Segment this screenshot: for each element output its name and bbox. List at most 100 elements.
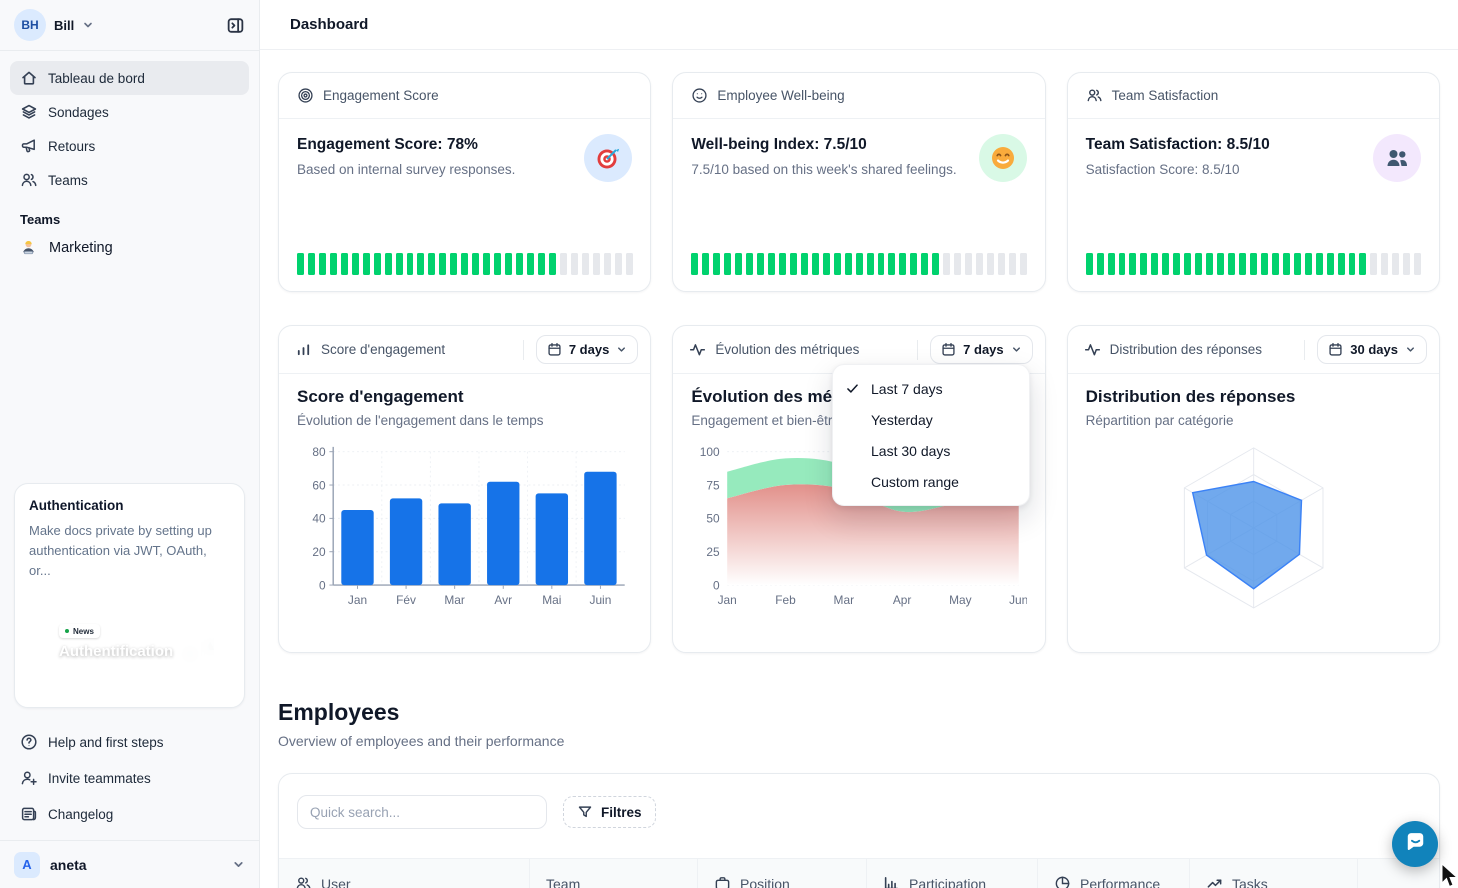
date-range-label: 30 days bbox=[1350, 342, 1398, 357]
user-name[interactable]: Bill bbox=[54, 17, 75, 33]
employees-subtitle: Overview of employees and their performa… bbox=[278, 733, 565, 749]
divider bbox=[0, 50, 259, 51]
column-header-participation[interactable]: Participation bbox=[866, 859, 1037, 888]
search-input[interactable] bbox=[297, 795, 547, 829]
workspace-switcher[interactable]: A aneta bbox=[0, 840, 259, 888]
trending-up-icon bbox=[1206, 875, 1223, 888]
sidebar-user-row: BH Bill bbox=[0, 0, 259, 50]
bar-chart-icon bbox=[295, 341, 312, 358]
menu-item-label: Last 30 days bbox=[871, 442, 951, 459]
activity-pulse-icon bbox=[689, 341, 706, 358]
sidebar-item-changelog[interactable]: Changelog bbox=[10, 796, 249, 832]
workspace-avatar: A bbox=[14, 851, 40, 878]
briefcase-icon bbox=[714, 875, 731, 888]
column-header-user[interactable]: User bbox=[279, 859, 529, 888]
column-header-performance[interactable]: Performance bbox=[1037, 859, 1189, 888]
chart-card-header-label: Score d'engagement bbox=[321, 342, 446, 357]
svg-text:Fév: Fév bbox=[396, 593, 416, 607]
svg-text:100: 100 bbox=[700, 445, 720, 459]
svg-text:Jun: Jun bbox=[1009, 593, 1026, 607]
sidebar-item-teams[interactable]: Teams bbox=[10, 163, 249, 197]
svg-text:25: 25 bbox=[707, 545, 721, 559]
date-range-button[interactable]: 7 days bbox=[535, 335, 639, 364]
chevron-down-icon[interactable] bbox=[82, 19, 94, 31]
svg-text:50: 50 bbox=[707, 512, 721, 526]
svg-text:0: 0 bbox=[319, 578, 326, 592]
svg-text:Mai: Mai bbox=[542, 593, 561, 607]
menu-item-last-7-days[interactable]: Last 7 days bbox=[833, 373, 1029, 404]
chevron-down-icon bbox=[1405, 344, 1416, 355]
news-dot-icon bbox=[65, 629, 69, 633]
activity-pulse-icon bbox=[1084, 341, 1101, 358]
sidebar-item-feedback[interactable]: Retours bbox=[10, 129, 249, 163]
stat-card-header: Employee Well-being bbox=[673, 73, 1045, 119]
stat-card-body: Team Satisfaction: 8.5/10 Satisfaction S… bbox=[1068, 119, 1439, 194]
sidebar-item-label: Changelog bbox=[48, 806, 114, 822]
svg-text:Jan: Jan bbox=[718, 593, 737, 607]
stat-card-header: Team Satisfaction bbox=[1067, 73, 1439, 119]
stat-subtitle: Based on internal survey responses. bbox=[297, 162, 516, 177]
sidebar-collapse-icon[interactable] bbox=[226, 16, 245, 35]
sidebar-nav: Tableau de bord Sondages Retours Teams bbox=[0, 51, 259, 197]
employees-table-card: Filtres User Team Position bbox=[278, 773, 1440, 888]
date-range-button[interactable]: 30 days bbox=[1317, 335, 1427, 364]
page-title: Dashboard bbox=[290, 16, 369, 33]
svg-text:Apr: Apr bbox=[893, 593, 912, 607]
chart-subtitle: Répartition par catégorie bbox=[1085, 413, 1234, 428]
menu-item-yesterday[interactable]: Yesterday bbox=[833, 404, 1029, 435]
stat-card-wellbeing: Employee Well-being Well-being Index: 7.… bbox=[672, 72, 1046, 292]
chart-card-engagement-score: Score d'engagement 7 days Score d'engage… bbox=[278, 325, 652, 653]
chart-card-body: Distribution des réponses Répartition pa… bbox=[1068, 374, 1439, 616]
date-range-label: 7 days bbox=[963, 342, 1004, 357]
smiley-icon bbox=[691, 87, 708, 104]
satisfaction-progress-bar bbox=[1085, 253, 1422, 275]
stat-card-header-label: Engagement Score bbox=[323, 88, 439, 103]
chat-launcher-button[interactable] bbox=[1392, 821, 1438, 867]
sidebar-item-help[interactable]: Help and first steps bbox=[10, 724, 249, 760]
menu-item-custom-range[interactable]: Custom range bbox=[833, 466, 1029, 497]
chart-cards-row: Score d'engagement 7 days Score d'engage… bbox=[278, 325, 1440, 653]
sidebar-item-label: Help and first steps bbox=[48, 734, 164, 750]
team-item-label: Marketing bbox=[49, 239, 113, 256]
home-icon bbox=[20, 69, 38, 87]
chat-bubble-icon bbox=[1404, 830, 1427, 858]
menu-item-last-30-days[interactable]: Last 30 days bbox=[833, 435, 1029, 466]
workspace-name: aneta bbox=[50, 856, 87, 873]
stat-card-body: Well-being Index: 7.5/10 7.5/10 based on… bbox=[673, 119, 1044, 194]
stat-subtitle: 7.5/10 based on this week's shared feeli… bbox=[691, 162, 957, 177]
chart-card-header: Score d'engagement 7 days bbox=[279, 326, 651, 374]
pie-chart-icon bbox=[1054, 875, 1071, 888]
teams-section-label: Teams bbox=[20, 212, 61, 227]
sidebar-team-marketing[interactable]: Marketing bbox=[0, 232, 259, 263]
filters-button[interactable]: Filtres bbox=[563, 796, 656, 828]
stat-card-header-label: Employee Well-being bbox=[717, 88, 845, 103]
column-header-team[interactable]: Team bbox=[529, 859, 697, 888]
table-toolbar: Filtres bbox=[279, 774, 1439, 850]
users-icon bbox=[295, 875, 312, 888]
promo-card-authentication[interactable]: Authentication Make docs private by sett… bbox=[14, 482, 245, 708]
user-avatar[interactable]: BH bbox=[14, 9, 46, 41]
engagement-bar-chart: 0 20 40 60 80 Jan Fév Mar Avr Mai Juin bbox=[297, 436, 632, 616]
sidebar-item-dashboard[interactable]: Tableau de bord bbox=[10, 61, 249, 95]
promo-image: News Authentification bbox=[29, 593, 230, 693]
promo-image-overlay-card: News Authentification bbox=[45, 605, 214, 679]
column-header-position[interactable]: Position bbox=[697, 859, 866, 888]
employees-title: Employees bbox=[278, 699, 400, 725]
funnel-icon bbox=[577, 804, 593, 820]
chart-card-body: Score d'engagement Évolution de l'engage… bbox=[279, 374, 650, 616]
employees-section: Employees Overview of employees and thei… bbox=[278, 699, 1440, 888]
bar-chart-icon bbox=[883, 875, 900, 888]
stat-title: Engagement Score: 78% bbox=[297, 136, 478, 153]
calendar-icon bbox=[941, 342, 956, 357]
users-icon bbox=[1086, 87, 1103, 104]
filters-button-label: Filtres bbox=[601, 804, 642, 820]
svg-text:Feb: Feb bbox=[776, 593, 797, 607]
user-plus-icon bbox=[20, 769, 38, 787]
chevron-down-icon bbox=[1011, 344, 1022, 355]
date-range-button[interactable]: 7 days bbox=[930, 335, 1033, 364]
table-header-row: User Team Position Participation bbox=[279, 858, 1439, 888]
stat-cards-row: Engagement Score Engagement Score: 78% B… bbox=[278, 72, 1440, 292]
sidebar-item-invite[interactable]: Invite teammates bbox=[10, 760, 249, 796]
column-header-tasks[interactable]: Tasks bbox=[1189, 859, 1357, 888]
sidebar-item-surveys[interactable]: Sondages bbox=[10, 95, 249, 129]
